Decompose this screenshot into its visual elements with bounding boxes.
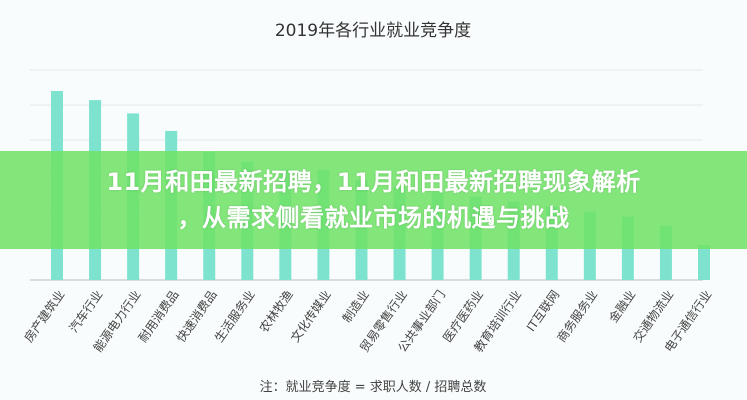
category-label: IT互联网 (524, 288, 562, 334)
category-label: 金融业 (605, 287, 638, 325)
headline-banner: 11月和田最新招聘，11月和田最新招聘现象解析 ，从需求侧看就业市场的机遇与挑战 (0, 151, 747, 249)
category-label: 农林牧渔 (257, 288, 296, 335)
headline-line-2: ，从需求侧看就业市场的机遇与挑战 (177, 204, 570, 232)
category-label: 房产建筑业 (21, 287, 68, 345)
category-label: 制造业 (340, 288, 372, 326)
headline-line-1: 11月和田最新招聘，11月和田最新招聘现象解析 (106, 168, 641, 196)
chart-note: 注：就业竞争度 = 求职人数 / 招聘总数 (260, 379, 487, 395)
category-labels: 房产建筑业 汽车行业能源电力行业耐用消费品快速消费品生活服务业 农林牧渔文化传媒业制… (21, 287, 715, 355)
category-label: 汽车行业 (66, 287, 106, 335)
bar (698, 245, 710, 280)
chart-title: 2019年各行业就业竞争度 (275, 21, 471, 41)
